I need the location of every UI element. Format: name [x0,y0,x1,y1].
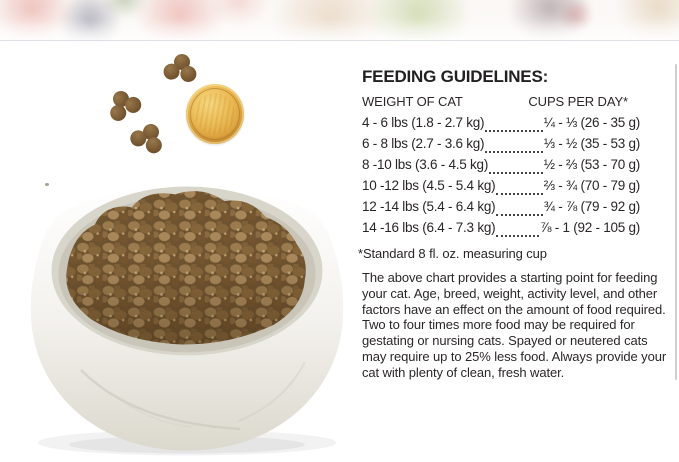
weight-cell: 8 -10 lbs (3.6 - 4.5 kg) [362,157,489,172]
dotted-leader [489,172,543,174]
column-weight-of-cat: WEIGHT OF CAT [362,94,463,109]
column-cups-per-day: CUPS PER DAY* [528,94,628,109]
cups-cell: ¾ - ⅞ (79 - 92 g) [543,199,641,214]
kibble-mound-shading [66,191,306,345]
marble-vein [119,398,193,428]
table-row: 12 -14 lbs (5.4 - 6.4 kg) ¾ - ⅞ (79 - 92… [362,199,640,220]
dotted-leader [496,235,540,237]
kibble-piece [140,121,162,143]
banner-white-fade [0,0,679,44]
marble-vein [237,361,306,423]
bowl-rim-highlight [45,181,329,230]
penny-coin [186,84,244,144]
weight-cell: 6 - 8 lbs (2.7 - 3.6 kg) [362,136,485,151]
marble-vein [80,369,241,431]
weight-cell: 12 -14 lbs (5.4 - 6.4 kg) [362,199,496,214]
dotted-leader [485,151,543,153]
feeding-table: 4 - 6 lbs (1.8 - 2.7 kg) ¼ - ⅓ (26 - 35 … [362,115,640,241]
cups-cell: ¼ - ⅓ (26 - 35 g) [543,115,641,130]
weight-cell: 10 -12 lbs (4.5 - 5.4 kg) [362,178,496,193]
feeding-guidelines-panel: FEEDING GUIDELINES: WEIGHT OF CAT CUPS P… [358,67,672,381]
table-row: 6 - 8 lbs (2.7 - 3.6 kg) ⅓ - ½ (35 - 53 … [362,136,640,157]
kibble-crumb [45,183,49,186]
produce-photo-banner [0,0,679,44]
page-edge-divider [675,64,677,380]
measuring-cup-footnote: *Standard 8 fl. oz. measuring cup [358,246,547,261]
dotted-leader [496,214,543,216]
feeding-note-paragraph: The above chart provides a starting poin… [362,270,667,380]
banner-bottom-edge [0,40,679,41]
cups-cell: ⅔ - ¾ (70 - 79 g) [543,178,641,193]
table-row: 8 -10 lbs (3.6 - 4.5 kg) ½ - ⅔ (53 - 70 … [362,157,640,178]
table-header-row: WEIGHT OF CAT CUPS PER DAY* [362,94,628,110]
cups-cell: ⅞ - 1 (92 - 105 g) [540,220,640,235]
weight-cell: 14 -16 lbs (6.4 - 7.3 kg) [362,220,496,235]
cups-cell: ⅓ - ½ (35 - 53 g) [543,136,641,151]
dotted-leader [496,193,543,195]
feeding-guidelines-title: FEEDING GUIDELINES: [362,67,549,86]
kibble-piece [110,88,132,110]
kibble-piece [172,52,192,72]
table-row: 10 -12 lbs (4.5 - 5.4 kg) ⅔ - ¾ (70 - 79… [362,178,640,199]
table-row: 4 - 6 lbs (1.8 - 2.7 kg) ¼ - ⅓ (26 - 35 … [362,115,640,136]
table-row: 14 -16 lbs (6.4 - 7.3 kg) ⅞ - 1 (92 - 10… [362,220,640,241]
food-bowl-photo [30,181,344,456]
weight-cell: 4 - 6 lbs (1.8 - 2.7 kg) [362,115,485,130]
cups-cell: ½ - ⅔ (53 - 70 g) [543,157,641,172]
dotted-leader [485,130,543,132]
